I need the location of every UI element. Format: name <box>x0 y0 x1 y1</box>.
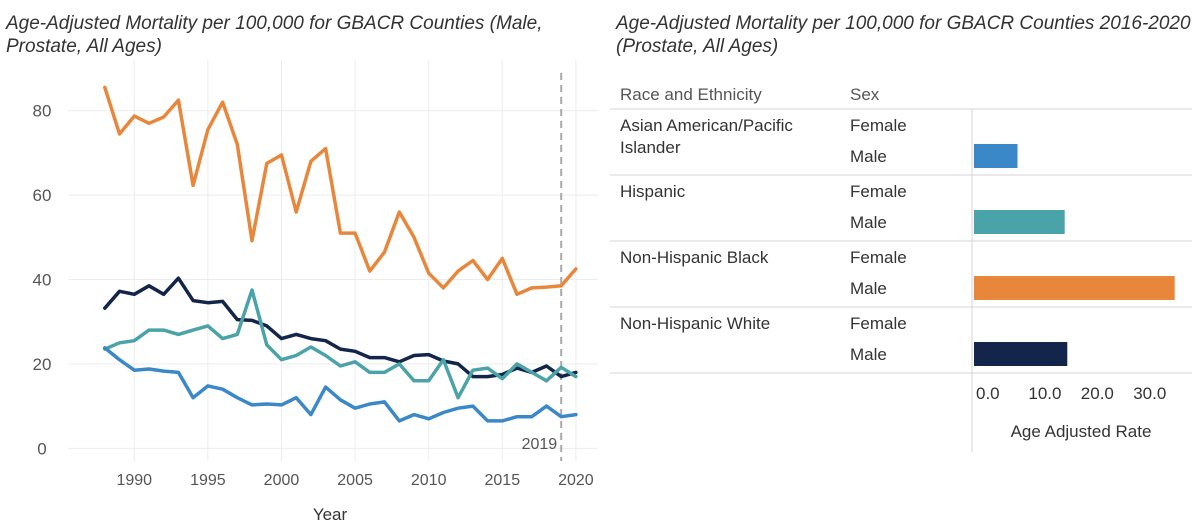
sex-label: Male <box>850 279 887 298</box>
sex-label: Female <box>850 182 907 201</box>
line-chart: 0 20 40 60 80 1990 1995 2000 2005 2010 2015 2020 Yea… <box>33 60 598 524</box>
year-marker-label: 2019 <box>522 436 558 453</box>
column-header-sex: Sex <box>850 85 880 104</box>
y-tick-label: 20 <box>33 355 52 374</box>
series-line-asian-american-pacific-islander[interactable] <box>103 346 578 423</box>
x-tick-label: 2010 <box>411 472 447 489</box>
y-tick-label: 80 <box>33 102 52 121</box>
x-tick-label: 2005 <box>337 472 373 489</box>
x-tick-label: 2020 <box>558 472 594 489</box>
bar-x-axis-title: Age Adjusted Rate <box>1011 422 1152 441</box>
x-axis-title: Year <box>313 505 348 524</box>
line-chart-title: Age-Adjusted Mortality per 100,000 for G… <box>6 13 543 57</box>
x-tick-label: 2000 <box>264 472 300 489</box>
bar[interactable] <box>974 276 1175 300</box>
sex-label: Female <box>850 248 907 267</box>
bar[interactable] <box>974 210 1065 234</box>
sex-label: Male <box>850 213 887 232</box>
bar-x-tick-label: 30.0 <box>1133 384 1166 403</box>
x-tick-label: 1995 <box>190 472 226 489</box>
bar[interactable] <box>974 144 1018 168</box>
series-line-non-hispanic-black[interactable] <box>103 85 578 297</box>
bar-x-tick-label: 10.0 <box>1028 384 1061 403</box>
series-line-hispanic[interactable] <box>103 288 578 400</box>
y-tick-label: 40 <box>33 270 52 289</box>
group-label: Non-Hispanic Black <box>620 248 769 267</box>
bar-x-tick-label: 20.0 <box>1081 384 1114 403</box>
bar[interactable] <box>974 342 1068 366</box>
y-tick-label: 0 <box>37 439 46 458</box>
bar-chart-title: Age-Adjusted Mortality per 100,000 for G… <box>616 13 1191 57</box>
group-label: Asian American/Pacific <box>620 116 793 135</box>
x-tick-label: 1990 <box>116 472 152 489</box>
x-tick-label: 2015 <box>485 472 521 489</box>
sex-label: Female <box>850 314 907 333</box>
column-header-race: Race and Ethnicity <box>620 85 762 104</box>
sex-label: Male <box>850 147 887 166</box>
y-tick-label: 60 <box>33 186 52 205</box>
sex-label: Male <box>850 345 887 364</box>
bar-x-tick-label: 0.0 <box>976 384 1000 403</box>
group-label: Non-Hispanic White <box>620 314 770 333</box>
group-label: Islander <box>620 138 681 157</box>
group-label: Hispanic <box>620 182 686 201</box>
sex-label: Female <box>850 116 907 135</box>
